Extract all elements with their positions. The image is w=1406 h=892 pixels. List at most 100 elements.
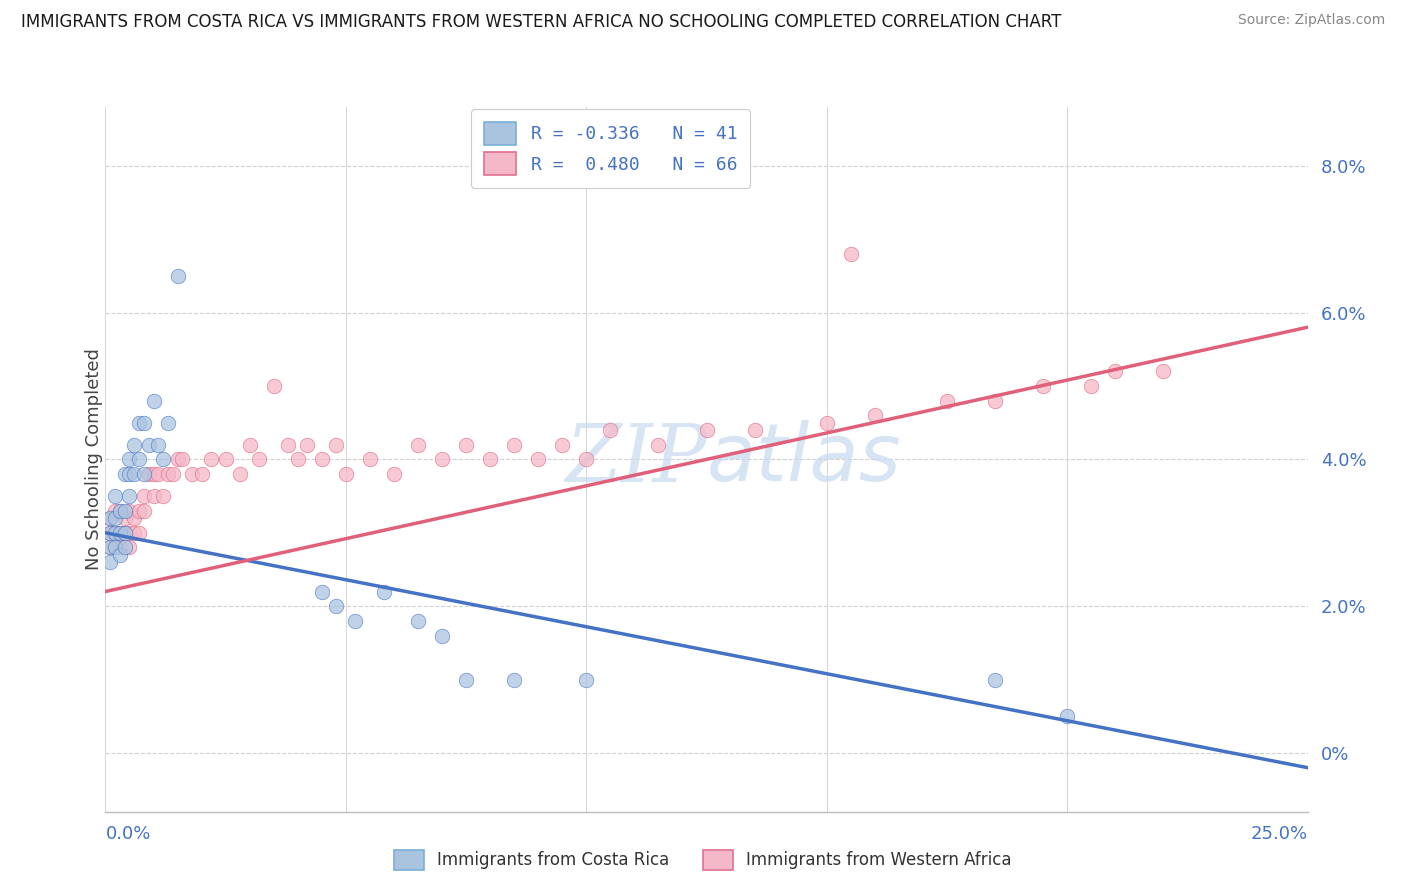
Point — [98, 511, 121, 525]
Point — [132, 504, 155, 518]
Point — [118, 541, 141, 555]
Point — [156, 416, 179, 430]
Point — [172, 452, 194, 467]
Point — [98, 541, 121, 555]
Point — [454, 673, 477, 687]
Point — [382, 467, 405, 481]
Text: atlas: atlas — [707, 420, 901, 499]
Point — [124, 467, 146, 481]
Point — [575, 452, 598, 467]
Point — [128, 416, 150, 430]
Point — [479, 452, 502, 467]
Point — [200, 452, 222, 467]
Text: Source: ZipAtlas.com: Source: ZipAtlas.com — [1237, 13, 1385, 28]
Legend: R = -0.336   N = 41, R =  0.480   N = 66: R = -0.336 N = 41, R = 0.480 N = 66 — [471, 109, 749, 188]
Point — [430, 628, 453, 642]
Point — [599, 423, 621, 437]
Point — [839, 247, 862, 261]
Point — [114, 525, 136, 540]
Point — [118, 525, 141, 540]
Point — [277, 438, 299, 452]
Point — [247, 452, 270, 467]
Point — [138, 438, 160, 452]
Point — [148, 467, 170, 481]
Point — [575, 673, 598, 687]
Point — [166, 268, 188, 283]
Point — [108, 525, 131, 540]
Point — [104, 511, 127, 525]
Point — [430, 452, 453, 467]
Point — [114, 511, 136, 525]
Point — [190, 467, 212, 481]
Point — [344, 614, 367, 628]
Point — [98, 541, 121, 555]
Point — [984, 673, 1007, 687]
Point — [359, 452, 381, 467]
Point — [156, 467, 179, 481]
Point — [98, 555, 121, 569]
Point — [104, 489, 127, 503]
Point — [311, 452, 333, 467]
Point — [1152, 364, 1174, 378]
Point — [335, 467, 357, 481]
Point — [98, 525, 121, 540]
Point — [108, 525, 131, 540]
Text: IMMIGRANTS FROM COSTA RICA VS IMMIGRANTS FROM WESTERN AFRICA NO SCHOOLING COMPLE: IMMIGRANTS FROM COSTA RICA VS IMMIGRANTS… — [21, 13, 1062, 31]
Point — [108, 504, 131, 518]
Point — [181, 467, 204, 481]
Point — [551, 438, 574, 452]
Point — [132, 489, 155, 503]
Point — [98, 511, 121, 525]
Point — [118, 489, 141, 503]
Point — [263, 379, 285, 393]
Point — [128, 525, 150, 540]
Point — [108, 504, 131, 518]
Point — [118, 504, 141, 518]
Text: 25.0%: 25.0% — [1250, 825, 1308, 843]
Point — [124, 525, 146, 540]
Point — [148, 438, 170, 452]
Point — [124, 438, 146, 452]
Point — [128, 504, 150, 518]
Text: 0.0%: 0.0% — [105, 825, 150, 843]
Point — [503, 438, 526, 452]
Point — [1032, 379, 1054, 393]
Point — [503, 673, 526, 687]
Point — [527, 452, 550, 467]
Point — [98, 525, 121, 540]
Point — [118, 467, 141, 481]
Point — [406, 438, 429, 452]
Point — [1104, 364, 1126, 378]
Point — [124, 511, 146, 525]
Point — [325, 438, 347, 452]
Point — [104, 541, 127, 555]
Point — [454, 438, 477, 452]
Point — [108, 548, 131, 562]
Point — [863, 409, 886, 423]
Point — [166, 452, 188, 467]
Y-axis label: No Schooling Completed: No Schooling Completed — [86, 349, 103, 570]
Point — [114, 525, 136, 540]
Point — [108, 541, 131, 555]
Legend: Immigrants from Costa Rica, Immigrants from Western Africa: Immigrants from Costa Rica, Immigrants f… — [388, 843, 1018, 877]
Point — [297, 438, 319, 452]
Point — [142, 489, 165, 503]
Point — [373, 584, 395, 599]
Point — [104, 525, 127, 540]
Point — [325, 599, 347, 614]
Point — [118, 452, 141, 467]
Point — [744, 423, 766, 437]
Point — [132, 416, 155, 430]
Point — [239, 438, 262, 452]
Point — [696, 423, 718, 437]
Point — [132, 467, 155, 481]
Point — [104, 504, 127, 518]
Point — [287, 452, 309, 467]
Point — [984, 393, 1007, 408]
Point — [142, 467, 165, 481]
Point — [229, 467, 252, 481]
Point — [214, 452, 236, 467]
Point — [406, 614, 429, 628]
Point — [152, 452, 174, 467]
Point — [936, 393, 959, 408]
